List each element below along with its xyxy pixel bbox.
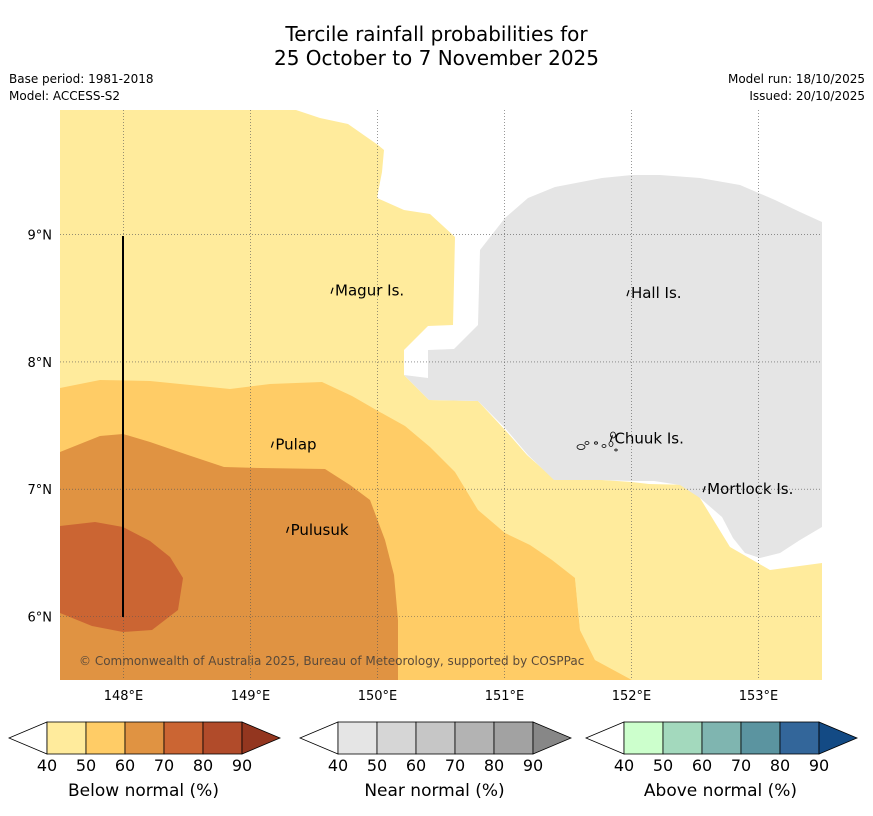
colorbar-segment xyxy=(376,721,417,755)
zone-below-40-50-south xyxy=(555,503,822,680)
colorbar-tick-label: 80 xyxy=(193,756,213,775)
colorbar-segment xyxy=(124,721,165,755)
lon-tick-label: 148°E xyxy=(104,689,144,704)
colorbar-segment xyxy=(454,721,495,755)
colorbar-segment xyxy=(623,721,664,755)
chart-title: Tercile rainfall probabilities for 25 Oc… xyxy=(0,22,873,70)
colorbar-segment xyxy=(163,721,204,755)
island-marker xyxy=(270,441,274,448)
copyright-notice: © Commonwealth of Australia 2025, Bureau… xyxy=(79,654,584,668)
model-name: Model: ACCESS-S2 xyxy=(9,89,121,103)
colorbar-tick-label: 50 xyxy=(76,756,96,775)
axis-ticks: 148°E 149°E 150°E 151°E 152°E 153°E 9°N 8°N 7°N 6… xyxy=(28,229,779,704)
island-marker xyxy=(330,287,334,294)
lon-tick-label: 152°E xyxy=(612,689,652,704)
place-label: Chuuk Is. xyxy=(614,429,683,447)
colorbar-tick-label: 50 xyxy=(367,756,387,775)
island-marker xyxy=(702,485,706,493)
colorbar-tick-label: 60 xyxy=(692,756,712,775)
place-labels: Magur Is. Hall Is. Pulap Chuuk Is. Mortlock … xyxy=(270,282,793,539)
colorbar-segment xyxy=(337,721,378,755)
place-label: Mortlock Is. xyxy=(707,480,793,498)
place-label: Pulap xyxy=(275,436,316,454)
colorbar-segment xyxy=(46,721,87,755)
colorbar-high-triangle xyxy=(241,721,282,755)
issued-date: Issued: 20/10/2025 xyxy=(749,89,865,103)
lat-tick-label: 7°N xyxy=(28,483,53,498)
island-marker xyxy=(609,435,614,442)
colorbar-segment xyxy=(701,721,742,755)
colorbar-tick-label: 40 xyxy=(614,756,634,775)
colorbar-tick-label: 70 xyxy=(445,756,465,775)
colorbar-tick-label: 80 xyxy=(484,756,504,775)
colorbar-tick-label: 70 xyxy=(731,756,751,775)
lon-tick-label: 153°E xyxy=(739,689,779,704)
colorbar-svg: 40 50 60 70 80 90 xyxy=(7,721,282,775)
title-line-1: Tercile rainfall probabilities for xyxy=(285,22,588,46)
place-label: Magur Is. xyxy=(335,282,404,300)
place-label: Pulusuk xyxy=(291,521,349,539)
colorbar-segment xyxy=(202,721,243,755)
colorbar-high-triangle xyxy=(818,721,859,755)
zone-below-70-80 xyxy=(60,522,183,632)
colorbar-segment xyxy=(85,721,126,755)
colorbar-tick-label: 70 xyxy=(154,756,174,775)
chuuk-islands-shape xyxy=(576,431,618,452)
colorbar-tick-label: 90 xyxy=(809,756,829,775)
colorbar-tick-label: 60 xyxy=(115,756,135,775)
colorbar-tick-label: 60 xyxy=(406,756,426,775)
colorbar-high-triangle xyxy=(532,721,573,755)
colorbar-segment xyxy=(415,721,456,755)
colorbar-1: 40 50 60 70 80 90 xyxy=(7,718,282,782)
colorbar-title: Above normal (%) xyxy=(643,781,798,801)
colorbar-2: 40 50 60 70 80 90 xyxy=(298,718,573,782)
lon-tick-label: 151°E xyxy=(485,689,525,704)
colorbar-segment xyxy=(493,721,534,755)
colorbar-low-triangle xyxy=(298,721,339,755)
lon-tick-label: 150°E xyxy=(358,689,398,704)
lat-tick-label: 8°N xyxy=(28,356,53,371)
title-line-2: 25 October to 7 November 2025 xyxy=(273,46,600,70)
island-marker xyxy=(626,290,630,297)
place-label: Hall Is. xyxy=(631,284,682,302)
base-period: Base period: 1981-2018 xyxy=(9,72,154,86)
colorbar-tick-label: 50 xyxy=(653,756,673,775)
colorbar-tick-label: 90 xyxy=(523,756,543,775)
meta-left: Base period: 1981-2018 Model: ACCESS-S2 xyxy=(9,71,154,105)
colorbar-svg: 40 50 60 70 80 90 xyxy=(298,721,573,775)
meta-right: Model run: 18/10/2025 Issued: 20/10/2025 xyxy=(728,71,865,105)
zone-near-40-50 xyxy=(404,175,822,558)
colorbar-3: 40 50 60 70 80 90 xyxy=(584,718,859,782)
island-marker xyxy=(286,526,290,534)
colorbar-title: Below normal (%) xyxy=(68,781,219,801)
colorbar-low-triangle xyxy=(7,721,48,755)
model-run: Model run: 18/10/2025 xyxy=(727,72,865,86)
colorbar-low-triangle xyxy=(584,721,625,755)
colorbar-tick-label: 40 xyxy=(37,756,57,775)
lat-tick-label: 6°N xyxy=(28,610,53,625)
colorbar-segment xyxy=(779,721,820,755)
colorbar-tick-label: 40 xyxy=(328,756,348,775)
lat-tick-label: 9°N xyxy=(28,229,53,244)
colorbar-svg: 40 50 60 70 80 90 xyxy=(584,721,859,775)
colorbar-segment xyxy=(740,721,781,755)
colorbar-segment xyxy=(662,721,703,755)
colorbar-title: Near normal (%) xyxy=(364,781,505,801)
colorbar-tick-label: 90 xyxy=(232,756,252,775)
lon-tick-label: 149°E xyxy=(231,689,271,704)
colorbar-tick-label: 80 xyxy=(770,756,790,775)
